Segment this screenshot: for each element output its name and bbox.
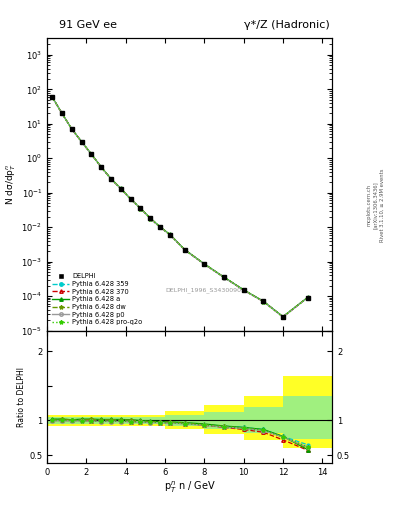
X-axis label: p$_T^n$ n / GeV: p$_T^n$ n / GeV — [164, 480, 215, 496]
Text: mcplots.cern.ch: mcplots.cern.ch — [366, 184, 371, 226]
Legend: DELPHI, Pythia 6.428 359, Pythia 6.428 370, Pythia 6.428 a, Pythia 6.428 dw, Pyt: DELPHI, Pythia 6.428 359, Pythia 6.428 3… — [50, 271, 145, 327]
Text: 91 GeV ee: 91 GeV ee — [59, 19, 117, 30]
Text: Rivet 3.1.10, ≥ 2.9M events: Rivet 3.1.10, ≥ 2.9M events — [380, 168, 384, 242]
Y-axis label: Ratio to DELPHI: Ratio to DELPHI — [17, 367, 26, 427]
Y-axis label: N dσ/dp$_T^n$: N dσ/dp$_T^n$ — [5, 163, 18, 205]
Text: γ*/Z (Hadronic): γ*/Z (Hadronic) — [244, 19, 330, 30]
Text: [arXiv:1306.3436]: [arXiv:1306.3436] — [373, 181, 378, 229]
Text: DELPHI_1996_S3430090: DELPHI_1996_S3430090 — [166, 287, 242, 292]
